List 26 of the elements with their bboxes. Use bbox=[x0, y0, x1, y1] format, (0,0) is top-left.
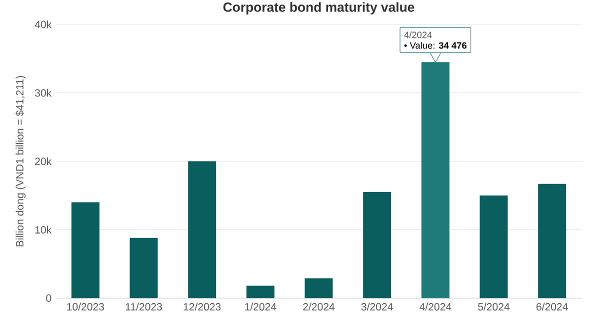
x-tick-label: 10/2023 bbox=[67, 302, 104, 311]
y-axis-title: Billion dong (VND1 billion = $41,211) bbox=[16, 76, 26, 246]
bar bbox=[480, 195, 508, 298]
x-tick-label: 3/2024 bbox=[361, 302, 393, 311]
x-tick-label: 5/2024 bbox=[478, 302, 510, 311]
bar bbox=[188, 161, 216, 298]
chart-title: Corporate bond maturity value bbox=[223, 2, 414, 14]
x-tick-label: 12/2023 bbox=[184, 302, 221, 311]
bar bbox=[246, 286, 274, 298]
y-tick-label: 0 bbox=[46, 294, 52, 302]
x-tick-label: 2/2024 bbox=[303, 302, 335, 311]
y-tick-label: 20k bbox=[35, 157, 52, 166]
y-tick-label: 10k bbox=[35, 226, 52, 234]
x-tick-label: 6/2024 bbox=[536, 302, 568, 311]
y-tick-label: 30k bbox=[34, 88, 52, 97]
annotation: • Value: 34 476 bbox=[404, 42, 467, 49]
x-tick-label: 4/2024 bbox=[420, 302, 452, 311]
y-tick-label: 40k bbox=[34, 20, 52, 28]
bar bbox=[304, 278, 333, 298]
x-tick-label: 11/2023 bbox=[126, 302, 162, 311]
bar bbox=[363, 192, 392, 298]
bar bbox=[71, 202, 100, 298]
x-tick-label: 1/2024 bbox=[245, 302, 276, 311]
bar bbox=[130, 238, 158, 298]
annotation: 4/2024 bbox=[404, 31, 432, 38]
bar bbox=[538, 184, 566, 298]
